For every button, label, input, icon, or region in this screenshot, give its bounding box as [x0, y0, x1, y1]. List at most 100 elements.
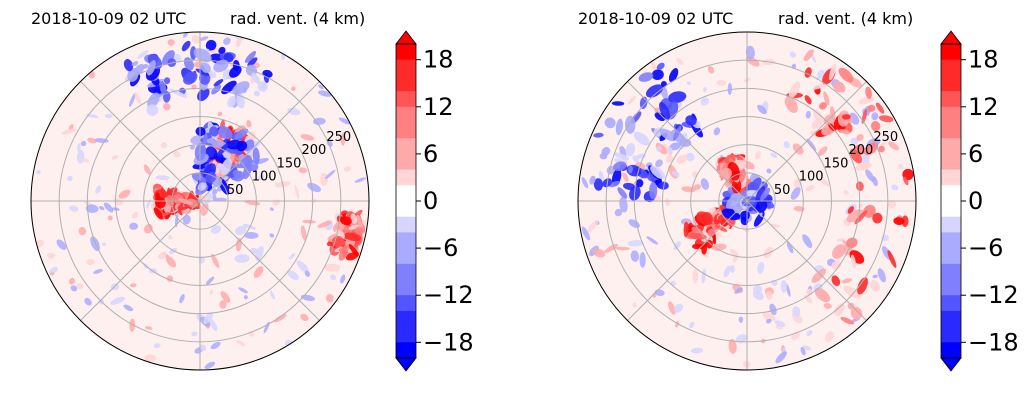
negative-velocity-cell — [183, 71, 198, 85]
field-speckle — [318, 84, 324, 90]
field-speckle — [685, 152, 695, 162]
field-speckle — [269, 207, 274, 212]
negative-velocity-cell — [760, 187, 771, 201]
negative-velocity-cell — [251, 72, 261, 85]
field-speckle — [110, 296, 126, 305]
negative-velocity-cell — [205, 39, 217, 51]
negative-velocity-cell — [593, 178, 604, 191]
colorbar-band — [396, 279, 416, 296]
positive-velocity-cell — [153, 207, 163, 220]
field-speckle — [243, 295, 248, 300]
negative-velocity-cell — [174, 53, 182, 63]
field-speckle — [733, 252, 739, 263]
field-speckle — [118, 189, 131, 199]
negative-velocity-cell — [232, 81, 250, 95]
field-speckle — [205, 276, 215, 285]
field-speckle — [209, 319, 218, 332]
field-speckle — [877, 268, 886, 283]
azimuth-spoke — [627, 81, 748, 202]
positive-velocity-cell — [155, 192, 161, 208]
field-speckle — [887, 200, 897, 209]
colorbar-band — [396, 248, 416, 265]
positive-velocity-cell — [838, 129, 851, 135]
field-speckle — [318, 90, 332, 97]
colorbar-extend-min — [940, 357, 962, 372]
negative-velocity-cell — [257, 81, 268, 92]
colorbar-band — [941, 295, 961, 312]
azimuth-spoke — [80, 200, 201, 321]
field-speckle — [865, 169, 875, 182]
field-speckle — [179, 293, 185, 304]
colorbar-band — [941, 91, 961, 108]
field-speckle — [783, 141, 790, 149]
field-speckle — [165, 256, 177, 268]
colorbar-band — [941, 138, 961, 155]
positive-velocity-cell — [843, 285, 861, 299]
positive-velocity-cell — [720, 167, 732, 180]
field-speckle — [69, 205, 79, 212]
colorbar-band — [396, 185, 416, 202]
colorbar-band — [396, 59, 416, 76]
colorbar-band — [396, 106, 416, 123]
negative-velocity-cell — [613, 152, 630, 161]
field-speckle — [87, 137, 97, 144]
negative-velocity-cell — [625, 142, 636, 157]
field-speckle — [86, 258, 95, 265]
field-speckle — [711, 243, 727, 251]
field-speckle — [104, 113, 113, 119]
field-speckle — [581, 177, 589, 189]
field-speckle — [320, 173, 328, 187]
field-speckle — [130, 283, 137, 288]
field-speckle — [343, 166, 352, 172]
field-speckle — [238, 287, 248, 294]
field-speckle — [168, 234, 173, 240]
field-speckle — [93, 138, 109, 143]
right-chart-panel: 50 100 150 200 250 2018-10-09 02 UTC rad. ve… — [547, 0, 1028, 401]
colorbar-band — [941, 185, 961, 202]
field-speckle — [707, 65, 715, 74]
field-speckle — [98, 206, 105, 211]
positive-velocity-cell — [340, 216, 352, 226]
positive-velocity-cell — [863, 204, 876, 218]
positive-velocity-cell — [814, 288, 831, 303]
colorbar-tick-label: −12 — [423, 281, 474, 309]
field-speckle — [340, 274, 346, 284]
field-speckle — [95, 185, 102, 194]
field-speckle — [639, 252, 646, 268]
negative-velocity-cell — [611, 101, 625, 106]
positive-velocity-cell — [867, 104, 876, 112]
field-speckle — [61, 128, 77, 135]
positive-velocity-cell — [903, 176, 909, 186]
field-speckle — [219, 300, 227, 309]
colorbar-band — [941, 342, 961, 359]
colorbar-band — [941, 326, 961, 343]
field-speckle — [223, 37, 231, 45]
colorbar-band — [941, 122, 961, 139]
field-speckle — [690, 347, 704, 354]
azimuth-spoke — [80, 81, 201, 202]
range-tick-label: 50 — [774, 183, 791, 198]
negative-velocity-cell — [599, 152, 608, 160]
colorbar-band — [941, 59, 961, 76]
field-speckle — [153, 343, 161, 349]
negative-velocity-cell — [131, 61, 139, 67]
colorbar-band — [941, 248, 961, 265]
field-speckle — [806, 329, 813, 337]
negative-velocity-cell — [633, 131, 650, 146]
negative-velocity-cell — [612, 161, 627, 172]
range-tick-label: 200 — [301, 143, 326, 158]
negative-velocity-cell — [210, 140, 227, 148]
field-speckle — [676, 154, 688, 164]
positive-velocity-cell — [840, 317, 855, 325]
negative-velocity-cell — [668, 91, 687, 103]
positive-velocity-cell — [813, 109, 824, 123]
field-speckle — [673, 241, 681, 250]
field-speckle — [632, 302, 637, 308]
field-speckle — [296, 260, 309, 273]
positive-velocity-cell — [804, 95, 812, 105]
field-speckle — [287, 270, 299, 281]
field-speckle — [46, 252, 56, 259]
negative-velocity-cell — [234, 128, 249, 140]
field-speckle — [173, 151, 181, 158]
field-speckle — [294, 184, 300, 200]
